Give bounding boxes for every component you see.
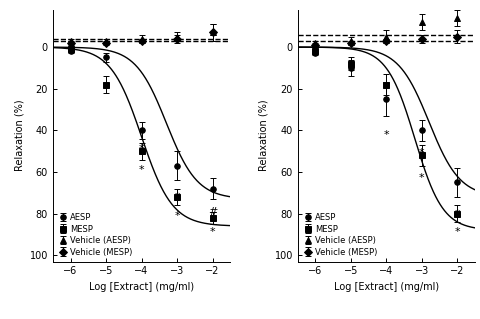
Text: *: * [139,165,144,175]
Text: *: * [419,173,425,183]
Text: *: * [139,144,144,154]
Text: *: * [210,227,216,237]
Text: *: * [419,148,425,158]
Legend: AESP, MESP, Vehicle (AESP), Vehicle (MESP): AESP, MESP, Vehicle (AESP), Vehicle (MES… [302,212,378,257]
X-axis label: Log [Extract] (mg/ml): Log [Extract] (mg/ml) [89,282,194,292]
X-axis label: Log [Extract] (mg/ml): Log [Extract] (mg/ml) [334,282,439,292]
Legend: AESP, MESP, Vehicle (AESP), Vehicle (MESP): AESP, MESP, Vehicle (AESP), Vehicle (MES… [57,212,133,257]
Y-axis label: Relaxation (%): Relaxation (%) [14,100,24,171]
Text: *: * [455,227,460,237]
Text: *: * [174,211,180,221]
Text: *: * [384,130,389,139]
Text: *: * [455,209,460,219]
Y-axis label: Relaxation (%): Relaxation (%) [259,100,269,171]
Text: #: # [208,207,217,217]
Text: *: * [174,192,180,202]
